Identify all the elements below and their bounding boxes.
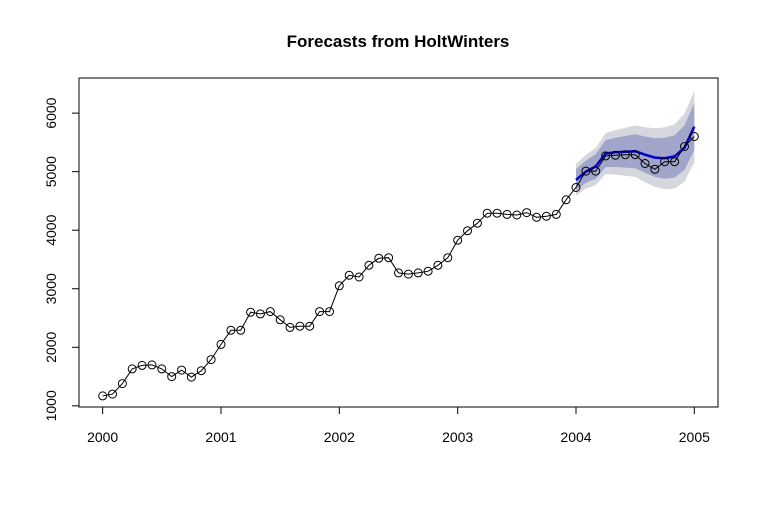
observed-point (196, 366, 206, 376)
observed-point (453, 235, 463, 245)
observed-point (502, 209, 512, 219)
observed-point (522, 208, 532, 218)
observed-point (127, 364, 137, 374)
x-tick-label: 2004 (560, 429, 591, 445)
y-tick-label: 5000 (43, 156, 59, 187)
chart-title: Forecasts from HoltWinters (287, 32, 510, 51)
observed-point (384, 253, 394, 263)
observed-point (472, 218, 482, 228)
x-tick-label: 2002 (324, 429, 355, 445)
observed-point (541, 211, 551, 221)
observed-point (325, 307, 334, 317)
observed-point (108, 389, 117, 399)
observed-point (167, 372, 177, 382)
observed-point (364, 260, 374, 270)
observed-point (186, 372, 196, 382)
observed-point (413, 268, 423, 278)
forecast-band-80 (576, 103, 695, 191)
observed-point (177, 365, 187, 375)
observed-point (157, 364, 167, 374)
observed-point (305, 321, 315, 331)
observed-point (581, 166, 591, 176)
observed-point (551, 209, 561, 219)
x-tick-label: 2003 (442, 429, 473, 445)
observed-point (216, 339, 226, 349)
plot-area (78, 77, 719, 408)
y-tick-label: 4000 (43, 214, 59, 245)
observed-point (275, 315, 285, 325)
observed-point (394, 268, 403, 278)
observed-point (610, 150, 620, 160)
plot-frame (78, 77, 719, 408)
observed-point (315, 307, 325, 317)
observed-point (374, 253, 384, 263)
observed-series-line (102, 136, 695, 397)
observed-point (482, 208, 492, 218)
observed-point (561, 195, 571, 205)
observed-point (689, 132, 699, 141)
observed-point (492, 208, 502, 218)
observed-point (630, 150, 640, 160)
observed-point (532, 212, 542, 222)
observed-point (443, 253, 453, 263)
observed-point (591, 166, 601, 176)
observed-point (265, 307, 275, 317)
observed-point (403, 269, 413, 279)
observed-point (423, 266, 433, 276)
y-axis: 1000 2000 3000 4000 5000 6000 (43, 97, 80, 421)
y-tick-label: 2000 (43, 332, 59, 363)
observed-point (601, 151, 611, 161)
observed-point (236, 325, 246, 335)
observed-point (571, 183, 581, 192)
observed-point (255, 309, 265, 319)
observed-point (147, 360, 157, 370)
observed-point (354, 272, 364, 282)
observed-point (512, 210, 522, 220)
observed-point (620, 150, 630, 160)
observed-point (670, 157, 680, 167)
y-tick-label: 1000 (43, 390, 59, 421)
observed-point (246, 307, 256, 317)
observed-point (285, 322, 295, 332)
y-tick-label: 6000 (43, 97, 59, 128)
y-tick-label: 3000 (43, 273, 59, 304)
observed-point (117, 379, 127, 389)
observed-point (463, 226, 472, 236)
observed-point (650, 164, 660, 174)
observed-point (660, 157, 670, 167)
observed-point (226, 325, 236, 335)
x-tick-label: 2001 (205, 429, 236, 445)
observed-point (137, 360, 147, 370)
observed-point (433, 260, 443, 270)
x-axis: 2000 2001 2002 2003 2004 2005 (87, 406, 710, 445)
observed-point (98, 391, 108, 401)
observed-point (640, 159, 650, 168)
observed-point (680, 142, 689, 151)
x-tick-label: 2000 (87, 429, 118, 445)
observed-point (295, 321, 305, 331)
x-tick-label: 2005 (679, 429, 710, 445)
observed-point (206, 355, 216, 365)
observed-point (334, 281, 344, 291)
observed-point (344, 270, 354, 280)
